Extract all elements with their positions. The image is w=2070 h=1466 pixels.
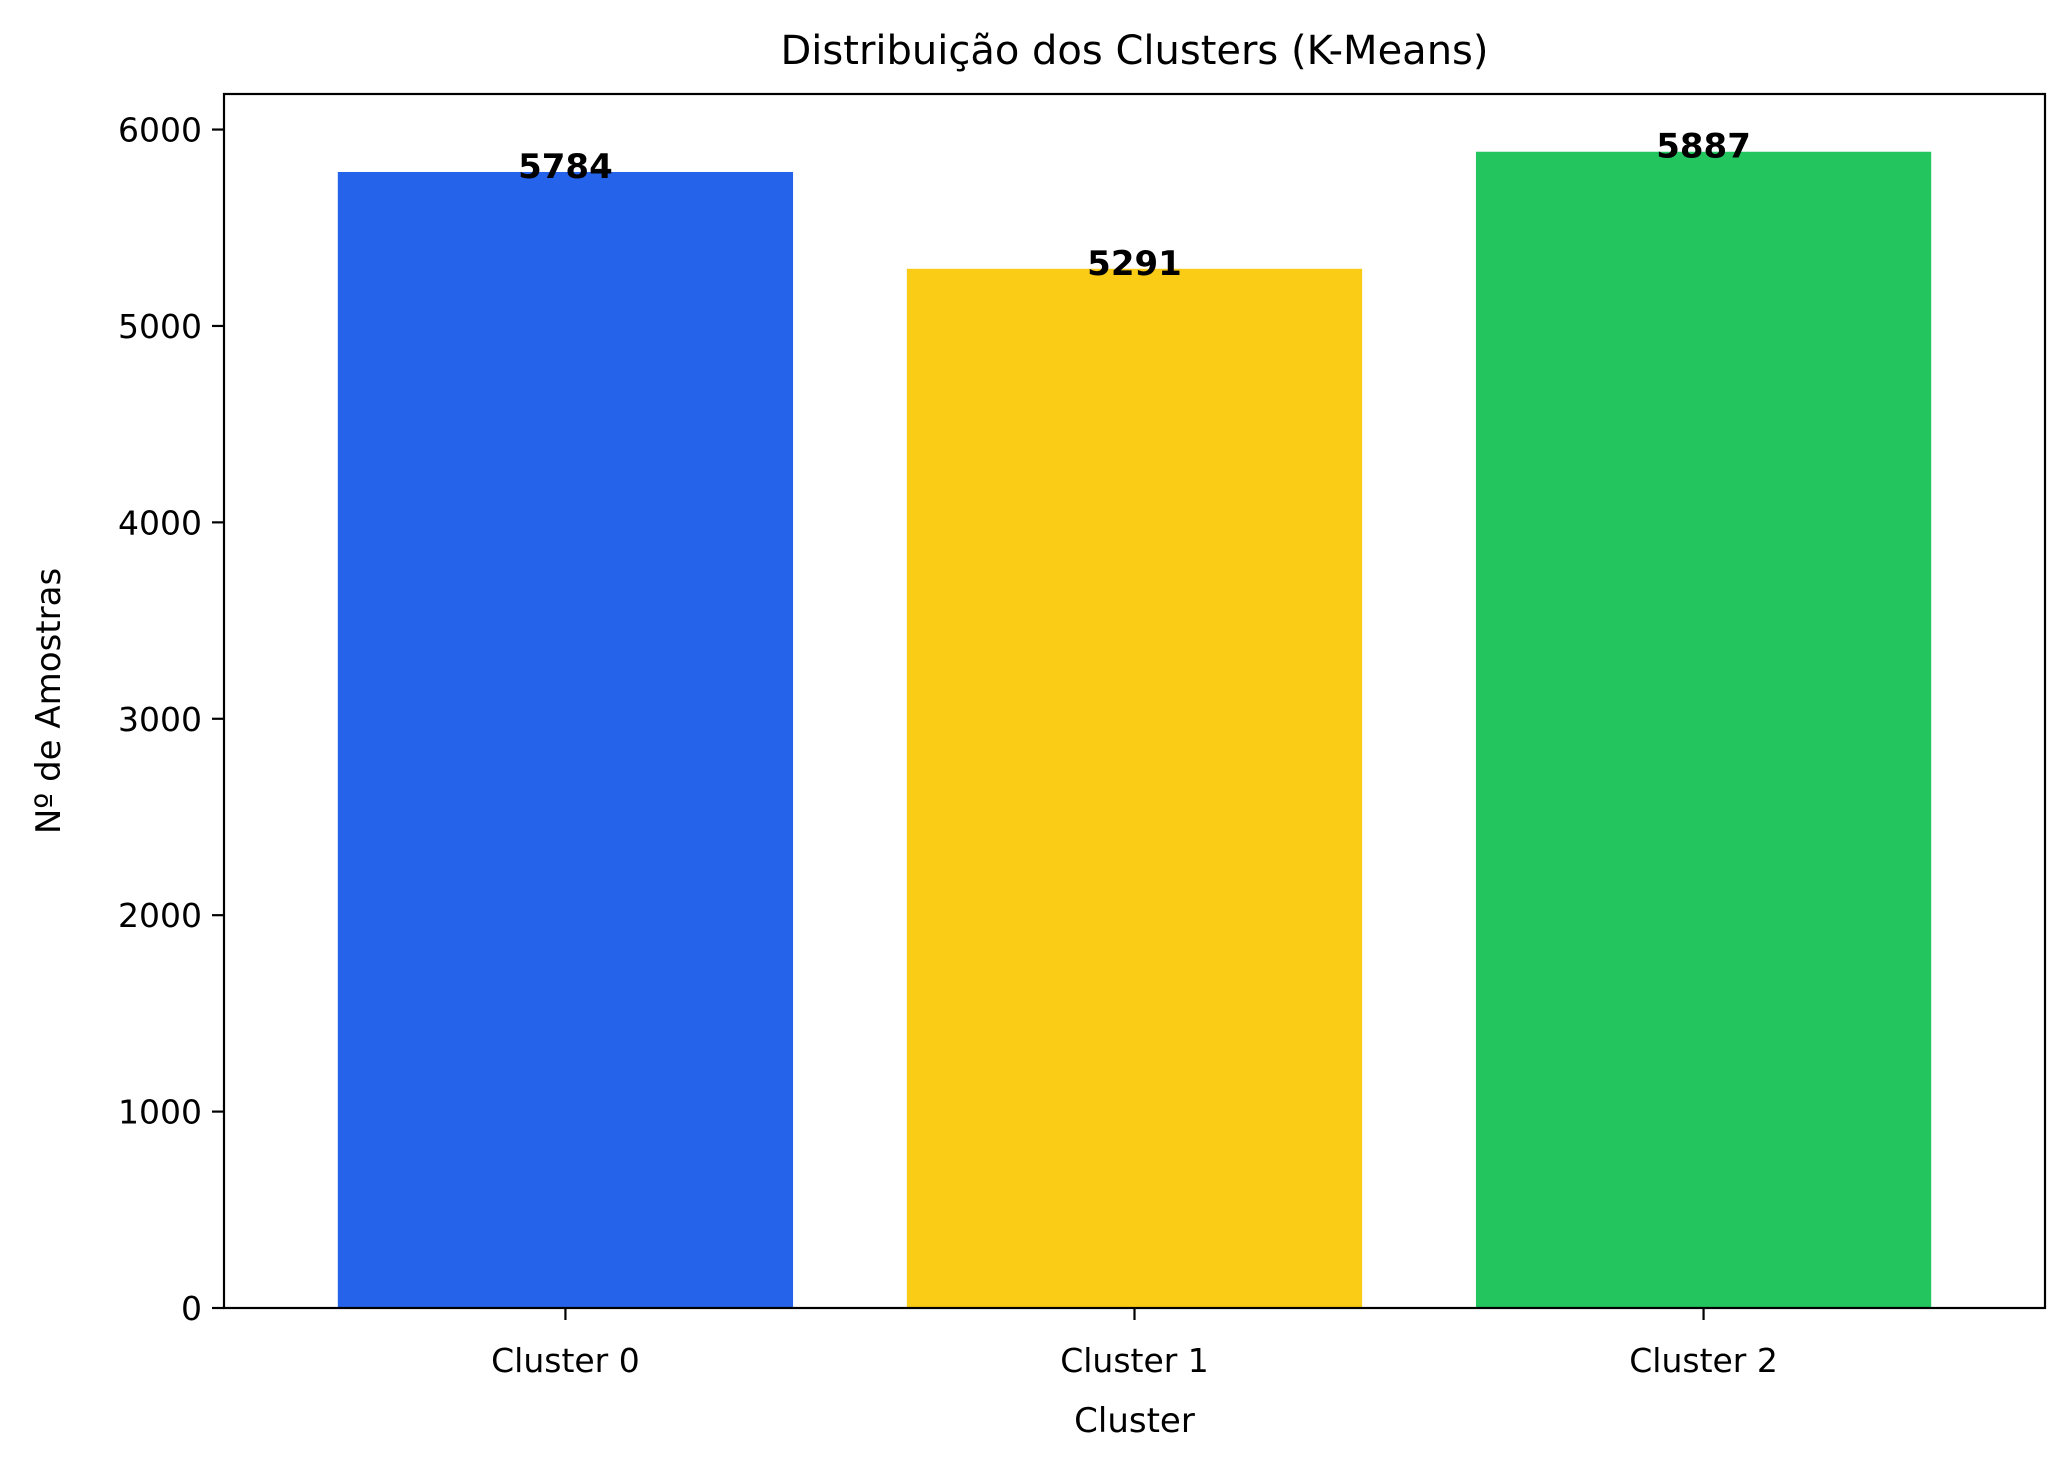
bar-cluster-0 (337, 171, 794, 1308)
y-tick-label: 4000 (118, 503, 202, 542)
y-tick-label: 1000 (118, 1093, 202, 1132)
x-tick-label: Cluster 1 (1060, 1341, 1209, 1380)
axes-layer: 0 1000 2000 3000 4000 5000 6000 Cluster 0 Cluste… (118, 92, 2047, 1380)
y-tick-label: 3000 (118, 700, 202, 739)
bar-value-label: 5291 (1087, 244, 1182, 284)
bar-value-label: 5784 (518, 147, 613, 187)
y-axis-label: Nº de Amostras (29, 568, 69, 834)
x-axis-label: Cluster (1074, 1401, 1195, 1441)
x-tick-label: Cluster 2 (1629, 1341, 1778, 1380)
bar-value-label: 5887 (1656, 127, 1751, 167)
chart-title: Distribuição dos Clusters (K-Means) (781, 28, 1489, 74)
y-tick-label: 5000 (118, 307, 202, 346)
y-tick-label: 2000 (118, 896, 202, 935)
bar-cluster-2 (1475, 151, 1932, 1309)
bar-cluster-1 (906, 268, 1363, 1308)
x-tick-label: Cluster 0 (491, 1341, 640, 1380)
y-tick-label: 0 (181, 1289, 202, 1328)
data-labels-layer: 5784 5291 5887 (518, 127, 1751, 284)
y-tick-label: 6000 (118, 111, 202, 150)
bars-layer (337, 151, 1932, 1309)
